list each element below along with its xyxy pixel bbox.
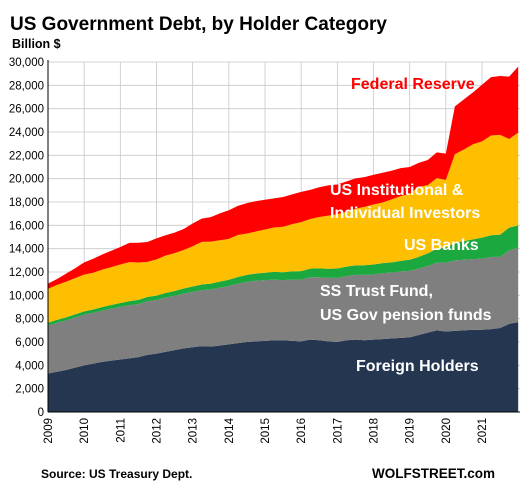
area-us-banks [48,225,519,326]
source-note: Source: US Treasury Dept. [41,467,192,481]
x-tick-label: 2018 [369,418,381,444]
y-tick-label: 28,000 [9,80,44,92]
x-tick-label: 2013 [188,418,200,444]
area-ss-trust-fund-us-gov-pension-funds [48,247,519,374]
label-us-banks: US Banks [404,237,479,254]
y-tick-label: 26,000 [9,104,44,116]
y-tick-label: 20,000 [9,174,44,186]
area-us-institutional-individual-investors [48,132,519,323]
x-tick-label: 2014 [224,417,236,443]
x-tick-label: 2015 [260,418,272,444]
y-tick-labels: 0 2,000 4,000 6,000 8,000 10,000 12,000 14,000 1… [9,57,44,419]
label-foreign-holders: Foreign Holders [356,358,479,375]
x-tick-label: 2019 [405,418,417,444]
area-foreign-holders [48,322,519,412]
x-tick-label: 2021 [477,418,489,444]
x-tick-label: 2012 [152,418,164,444]
y-tick-label: 8,000 [15,314,44,326]
label-us-institutional-line1: US Institutional & [330,182,464,199]
y-tick-label: 16,000 [9,220,44,232]
x-tick-label: 2010 [79,418,91,444]
area-federal-reserve [48,66,519,289]
y-tick-label: 4,000 [15,360,44,372]
y-tick-label: 30,000 [9,57,44,69]
x-tick-label: 2009 [43,418,55,444]
y-tick-label: 2,000 [15,384,44,396]
x-tick-label: 2016 [296,418,308,444]
label-federal-reserve: Federal Reserve [351,76,475,93]
y-tick-label: 18,000 [9,197,44,209]
label-ss-trust-line2: US Gov pension funds [320,307,492,324]
y-tick-label: 24,000 [9,127,44,139]
label-us-institutional-line2: Individual Investors [330,205,480,222]
label-ss-trust-line1: SS Trust Fund, [320,283,433,300]
axes [47,60,520,413]
y-tick-label: 6,000 [15,337,44,349]
y-tick-label: 0 [38,407,44,419]
x-tick-label: 2017 [332,418,344,444]
x-tick-label: 2011 [115,418,127,443]
x-tick-label: 2020 [441,418,453,444]
y-tick-label: 10,000 [9,290,44,302]
x-tick-labels: 2009 2010 2011 2012 2013 2014 2015 2016 2017 2018… [43,417,489,443]
y-axis-unit: Billion $ [12,37,61,51]
y-tick-label: 22,000 [9,150,44,162]
y-tick-label: 14,000 [9,244,44,256]
stacked-areas [48,66,519,412]
chart-title: US Government Debt, by Holder Category [10,14,387,35]
y-tick-label: 12,000 [9,267,44,279]
brand-logo-text: WOLFSTREET.com [372,466,495,481]
